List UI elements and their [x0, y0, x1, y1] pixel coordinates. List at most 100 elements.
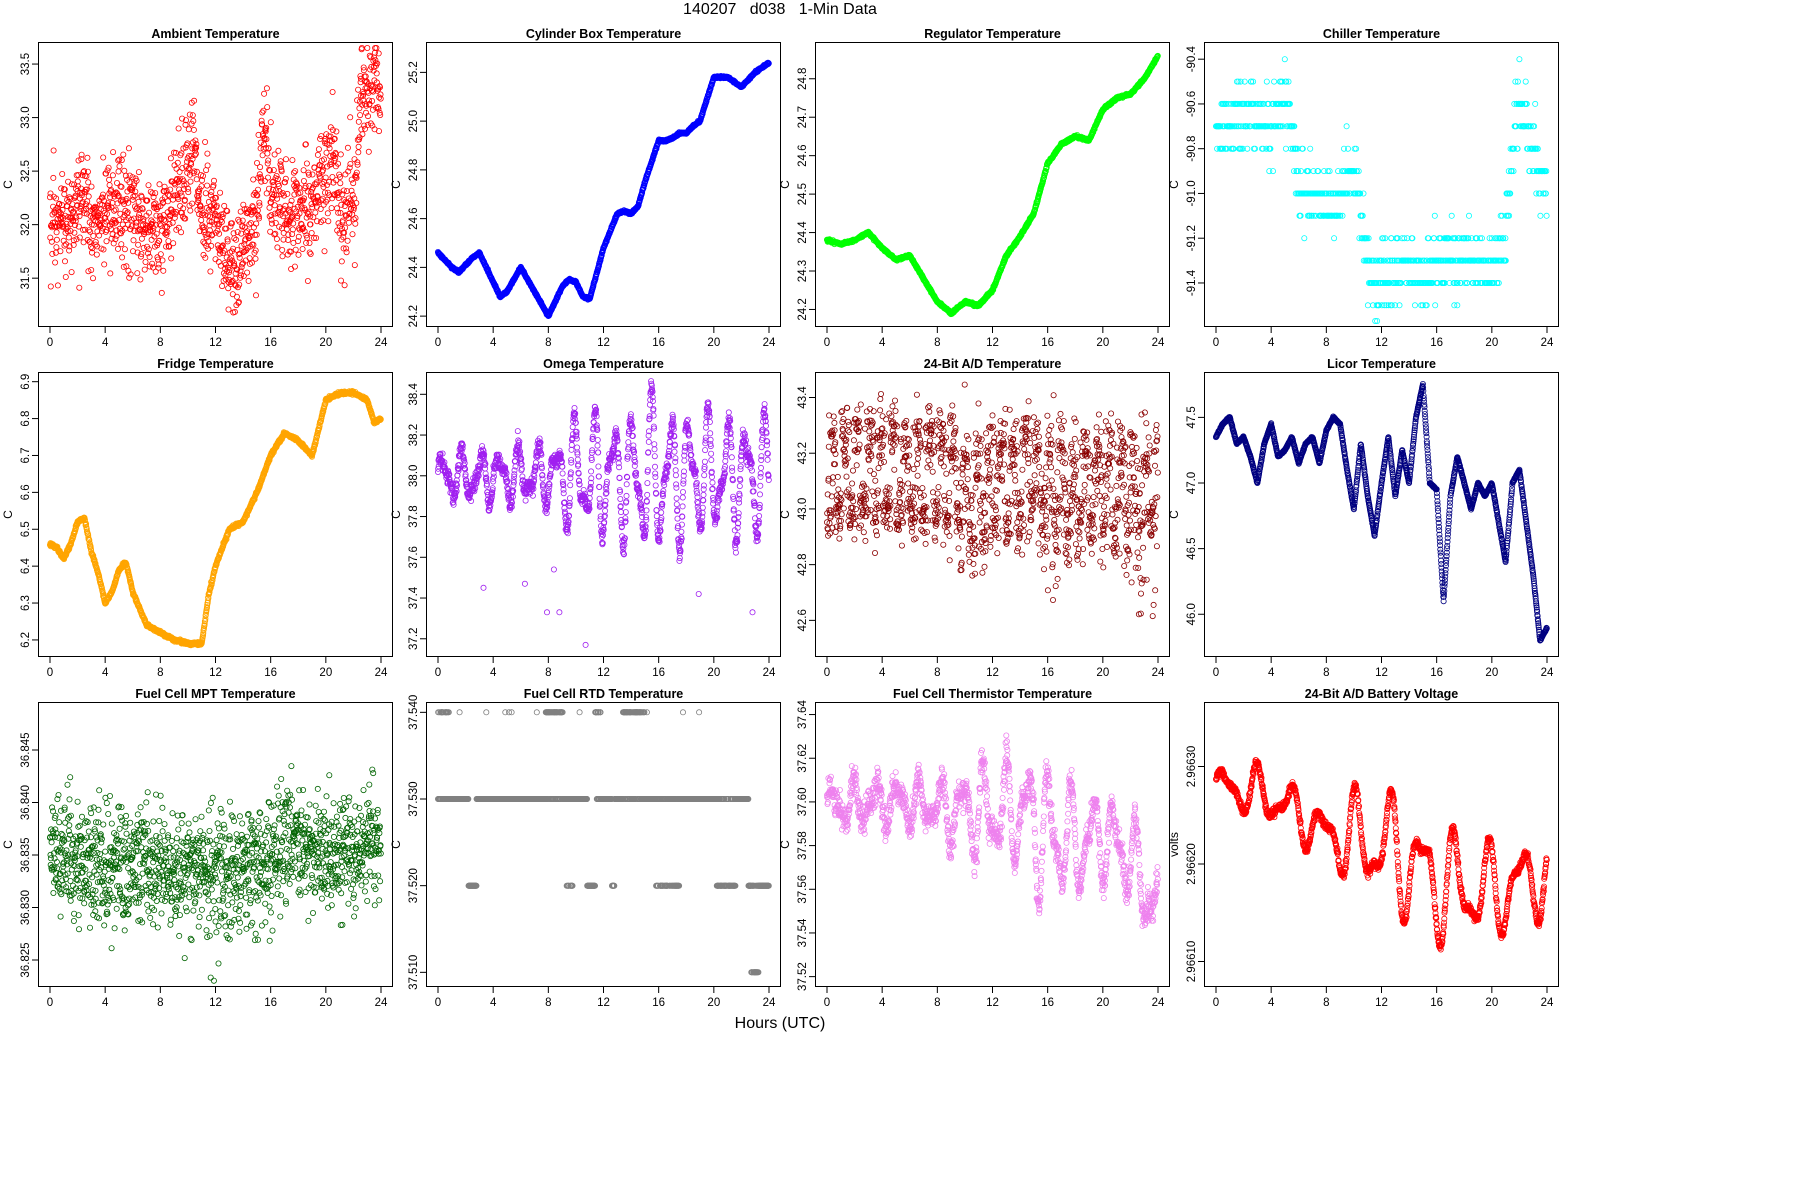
data-point [369, 98, 376, 105]
data-point [365, 148, 372, 155]
data-point [205, 238, 212, 245]
data-point [250, 191, 257, 198]
data-point [264, 174, 271, 181]
data-point [266, 204, 273, 211]
data-point [251, 208, 258, 215]
data-point [198, 217, 205, 224]
data-point [61, 258, 68, 265]
data-point [122, 172, 129, 179]
cylinder-box-temperature-frame [426, 42, 781, 327]
data-point [221, 247, 228, 254]
data-point [210, 182, 217, 189]
data-point [59, 224, 66, 231]
data-point [1364, 302, 1371, 309]
data-point [139, 206, 146, 213]
data-point [76, 284, 83, 291]
data-point [115, 157, 122, 164]
data-point [291, 205, 298, 212]
x-tick-label: 20 [707, 337, 720, 349]
y-tick-label: 31.5 [20, 267, 32, 289]
data-point [1291, 168, 1298, 175]
data-point [177, 189, 184, 196]
data-point [225, 306, 232, 313]
data-point [355, 149, 362, 156]
data-point [92, 241, 99, 248]
data-point [1450, 257, 1457, 264]
data-point [282, 175, 289, 182]
data-point [349, 231, 356, 238]
data-point [352, 220, 359, 227]
data-point [246, 234, 253, 241]
data-point [173, 165, 180, 172]
data-point [61, 191, 68, 198]
data-point [158, 289, 165, 296]
data-point [337, 151, 344, 158]
data-point [1380, 235, 1387, 242]
data-point [48, 238, 55, 245]
data-point [367, 54, 374, 61]
data-point [155, 264, 162, 271]
data-point [198, 211, 205, 218]
data-point [230, 245, 237, 252]
data-point [353, 169, 360, 176]
data-point [1417, 257, 1424, 264]
data-point [191, 97, 198, 104]
data-point [85, 268, 92, 275]
data-point [198, 177, 205, 184]
data-point [1381, 302, 1388, 309]
data-point [365, 97, 372, 104]
data-point [59, 206, 66, 213]
data-point [182, 117, 189, 124]
data-point [140, 216, 147, 223]
y-tick-label: 24.7 [797, 106, 809, 128]
data-point [234, 229, 241, 236]
data-point [308, 201, 315, 208]
data-point [265, 157, 272, 164]
data-point [217, 217, 224, 224]
data-point [132, 222, 139, 229]
data-point [1241, 78, 1248, 85]
data-point [284, 190, 291, 197]
data-point [58, 185, 65, 192]
y-tick-label: 24.6 [408, 207, 420, 229]
data-point [160, 267, 167, 274]
data-point [226, 266, 233, 273]
data-point [264, 104, 271, 111]
data-point [111, 220, 118, 227]
y-tick-label: 24.4 [797, 221, 809, 244]
data-point [268, 216, 275, 223]
data-point [232, 270, 239, 277]
data-point [134, 270, 141, 277]
data-point [703, 98, 710, 105]
data-point [322, 174, 329, 181]
data-point [164, 198, 171, 205]
data-point [127, 271, 134, 278]
x-tick-label: 24 [1152, 337, 1165, 349]
data-point [191, 152, 198, 159]
data-point [303, 232, 310, 239]
data-point [261, 177, 268, 184]
data-point [1235, 123, 1242, 130]
data-point [343, 245, 350, 252]
data-point [1042, 168, 1049, 175]
regulator-temperature-points [823, 52, 1161, 318]
y-tick-label: 25.0 [408, 110, 420, 132]
data-point [156, 237, 163, 244]
data-point [294, 238, 301, 245]
chiller-temperature-points [1212, 56, 1550, 324]
data-point [47, 234, 54, 241]
data-point [1351, 168, 1358, 175]
data-point [53, 236, 60, 243]
cylinder-box-temperature-points [434, 59, 772, 319]
data-point [76, 213, 83, 220]
data-point [238, 264, 245, 271]
data-point [115, 168, 122, 175]
data-point [1271, 78, 1278, 85]
data-point [327, 153, 334, 160]
data-point [307, 221, 314, 228]
data-point [328, 158, 335, 165]
data-point [82, 226, 89, 233]
data-point [1263, 78, 1270, 85]
